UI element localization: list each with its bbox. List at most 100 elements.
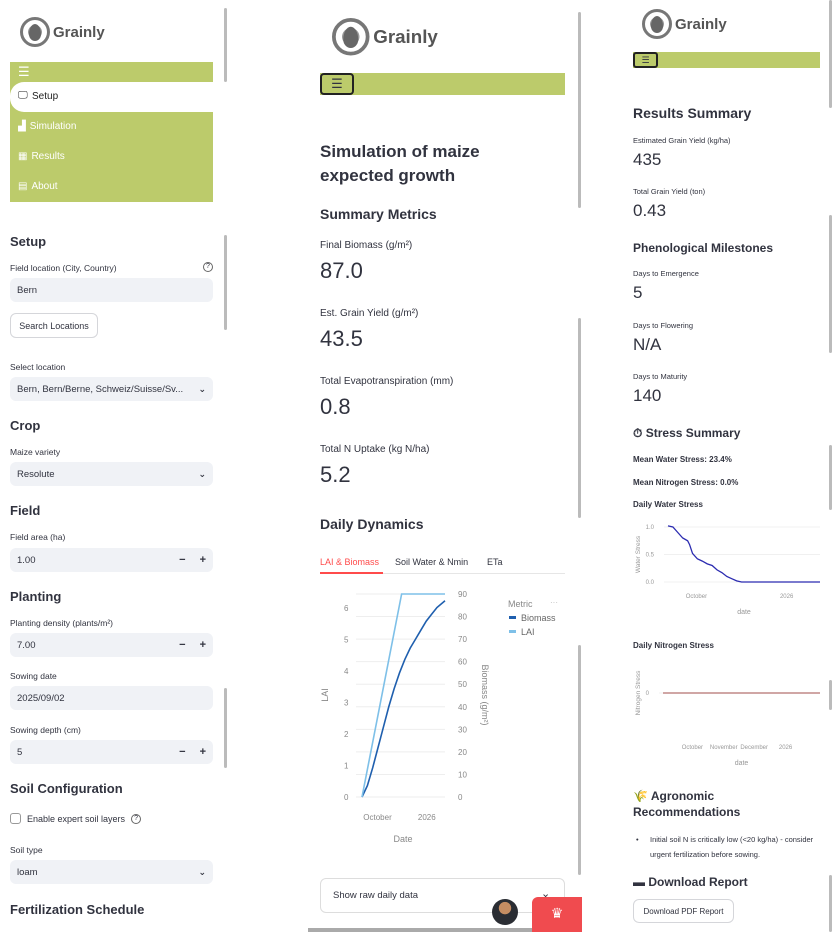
hamburger-icon[interactable]: ☰	[633, 52, 658, 68]
plus-button[interactable]: +	[199, 639, 206, 651]
tab-lai-biomass[interactable]: LAI & Biomass	[320, 557, 380, 567]
y-tick-label: 3	[344, 699, 349, 708]
y-tick-label: 6	[344, 604, 349, 613]
scrollbar[interactable]	[578, 12, 581, 208]
help-icon[interactable]: ?	[203, 262, 213, 272]
emergence-value: 5	[633, 283, 643, 302]
monitor-icon: 🖵	[18, 90, 28, 101]
stopwatch-icon: ⏱	[633, 426, 643, 440]
metric-label: Final Biomass (g/m²)	[320, 240, 413, 251]
sowing-date-input[interactable]: 2025/09/02	[10, 686, 213, 710]
y-axis-title: Water Stress	[635, 535, 642, 573]
location-input[interactable]: Bern	[10, 278, 213, 302]
recommendations-heading: 🌾 Agronomic Recommendations	[633, 789, 741, 819]
hamburger-icon[interactable]: ☰	[320, 73, 354, 95]
variety-select[interactable]: Resolute ⌄	[10, 462, 213, 486]
legend-swatch	[509, 616, 516, 619]
search-locations-button[interactable]: Search Locations	[10, 313, 98, 338]
metric-value: 87.0	[320, 258, 363, 283]
chevron-down-icon: ⌄	[198, 866, 206, 877]
est-yield-label: Estimated Grain Yield (kg/ha)	[633, 136, 731, 145]
total-yield-value: 0.43	[633, 201, 667, 220]
sidebar-item-simulation[interactable]: ▟ Simulation	[18, 121, 76, 132]
x-tick-label: 2026	[779, 745, 793, 751]
mean-water-stress: Mean Water Stress: 23.4%	[633, 455, 732, 464]
x-axis-title: date	[737, 609, 751, 616]
avatar[interactable]	[492, 899, 518, 925]
water-chart-title: Daily Water Stress	[633, 500, 703, 509]
x-tick-label: October	[682, 745, 703, 751]
setup-panel: Grainly ☰ 🖵 Setup ▟ Simulation ▦ Results ▤…	[0, 0, 230, 932]
tab-soil-water[interactable]: Soil Water & Nmin	[395, 557, 469, 567]
scrollbar[interactable]	[829, 445, 832, 510]
legend-label: Biomass	[521, 613, 556, 623]
total-yield-label: Total Grain Yield (ton)	[633, 187, 706, 196]
book-icon: ▤	[18, 181, 28, 192]
x-tick-label: 2026	[780, 594, 794, 600]
scrollbar[interactable]	[224, 688, 227, 768]
tab-eta[interactable]: ETa	[487, 557, 503, 567]
raw-data-expander[interactable]: Show raw daily data ⌄	[320, 878, 565, 913]
horizontal-scrollbar[interactable]	[308, 928, 582, 932]
soil-heading: Soil Configuration	[10, 781, 123, 796]
page-title: Simulation of maize expected growth	[320, 142, 480, 185]
expert-layers-row: Enable expert soil layers ?	[10, 813, 142, 824]
results-panel	[620, 0, 833, 932]
wheat-icon: 🌾	[633, 789, 648, 803]
expert-layers-checkbox[interactable]	[10, 813, 21, 824]
scrollbar[interactable]	[829, 680, 832, 710]
select-location-label: Select location	[10, 362, 66, 372]
variety-label: Maize variety	[10, 447, 61, 457]
density-stepper[interactable]: 7.00 − +	[10, 633, 213, 657]
scrollbar[interactable]	[578, 318, 581, 518]
y-tick-label: 0	[344, 793, 349, 802]
y2-tick-label: 30	[458, 725, 467, 734]
dynamics-heading: Daily Dynamics	[320, 516, 424, 532]
calculator-icon: ▦	[18, 151, 28, 162]
soil-type-select[interactable]: loam ⌄	[10, 860, 213, 884]
sowing-date-label: Sowing date	[10, 671, 57, 681]
sidebar-item-label: Simulation	[29, 121, 77, 132]
area-stepper[interactable]: 1.00 − +	[10, 548, 213, 572]
recommendation-item: • Initial soil N is critically low (<20 k…	[636, 835, 814, 859]
y2-tick-label: 40	[458, 703, 467, 712]
crown-icon[interactable]: ♛	[532, 897, 582, 932]
flowering-label: Days to Flowering	[633, 321, 694, 330]
x-tick-label: November	[710, 745, 738, 751]
expert-layers-label: Enable expert soil layers	[27, 813, 126, 824]
help-icon[interactable]: ?	[131, 813, 142, 824]
y2-tick-label: 10	[458, 770, 467, 779]
y-tick-label: 0.0	[646, 580, 655, 586]
nitrogen-chart-title: Daily Nitrogen Stress	[633, 641, 714, 650]
download-pdf-button[interactable]: Download PDF Report	[633, 899, 734, 923]
series-line-biomass	[361, 600, 446, 798]
plus-button[interactable]: +	[199, 554, 206, 566]
metric-label: Total Evapotranspiration (mm)	[320, 376, 454, 387]
sidebar-item-label: Setup	[32, 91, 59, 102]
scrollbar[interactable]	[578, 645, 581, 875]
emergence-label: Days to Emergence	[633, 269, 699, 278]
location-select[interactable]: Bern, Bern/Berne, Schweiz/Suisse/Sv... ⌄	[10, 377, 213, 401]
maturity-label: Days to Maturity	[633, 372, 688, 381]
scrollbar[interactable]	[829, 0, 832, 108]
sidebar-item-about[interactable]: ▤ About	[18, 181, 58, 192]
x-tick-label: October	[686, 594, 707, 600]
scrollbar[interactable]	[829, 215, 832, 353]
sowing-depth-label: Sowing depth (cm)	[10, 725, 81, 735]
sowing-depth-stepper[interactable]: 5 − +	[10, 740, 213, 764]
metric-label: Total N Uptake (kg N/ha)	[320, 444, 430, 455]
sidebar-item-results[interactable]: ▦ Results	[18, 151, 65, 162]
hamburger-icon[interactable]: ☰	[18, 64, 30, 79]
plus-button[interactable]: +	[199, 746, 206, 758]
y-tick-label: 1.0	[646, 525, 655, 531]
header-bar	[320, 73, 565, 95]
y2-tick-label: 0	[458, 793, 463, 802]
scrollbar[interactable]	[224, 8, 227, 82]
minus-button[interactable]: −	[179, 554, 186, 566]
metric-label: Est. Grain Yield (g/m²)	[320, 308, 419, 319]
scrollbar[interactable]	[224, 235, 227, 330]
scrollbar[interactable]	[829, 875, 832, 932]
minus-button[interactable]: −	[179, 639, 186, 651]
sidebar-item-setup[interactable]: 🖵 Setup	[10, 82, 213, 112]
minus-button[interactable]: −	[179, 746, 186, 758]
